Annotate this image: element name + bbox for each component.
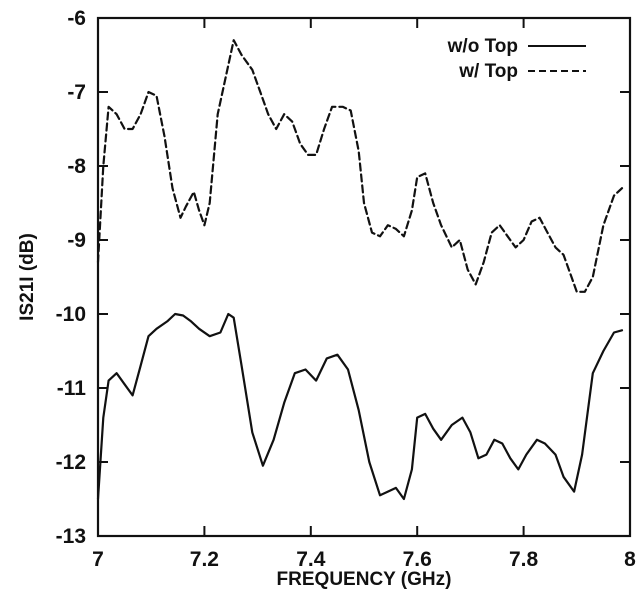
series-line-1	[96, 39, 624, 293]
y-tick-label: -13	[56, 525, 86, 548]
x-tick-label: 7	[92, 548, 104, 571]
plot-frame	[96, 16, 632, 538]
axis-ticks: 7 7.2 7.4 7.6 7.8 8 -6 -7 -8 -9 -10 -11 -12 -13	[56, 7, 637, 571]
x-axis-title: FREQUENCY (GHz)	[277, 569, 452, 590]
y-tick-label: -6	[67, 7, 86, 30]
x-tick-label: 7.6	[403, 548, 432, 571]
y-tick-label: -9	[67, 229, 86, 252]
x-tick-label: 7.4	[296, 548, 326, 571]
y-tick-label: -10	[56, 303, 86, 326]
x-tick-label: 7.8	[509, 548, 539, 571]
x-tick-label: 7.2	[190, 548, 219, 571]
legend: w/o Top w/ Top	[447, 36, 586, 82]
y-tick-label: -11	[57, 377, 87, 400]
plot-frame-group	[96, 16, 632, 538]
y-tick-label: -12	[56, 451, 86, 474]
y-tick-label: -7	[67, 81, 86, 104]
legend-label-w-top: w/ Top	[458, 61, 518, 82]
series-line-0	[96, 312, 624, 501]
y-tick-label: -8	[67, 155, 86, 178]
legend-label-wo-top: w/o Top	[447, 36, 518, 57]
y-axis-title: IS21I (dB)	[17, 233, 38, 321]
series-layer	[96, 39, 624, 501]
x-tick-label: 8	[624, 548, 636, 571]
